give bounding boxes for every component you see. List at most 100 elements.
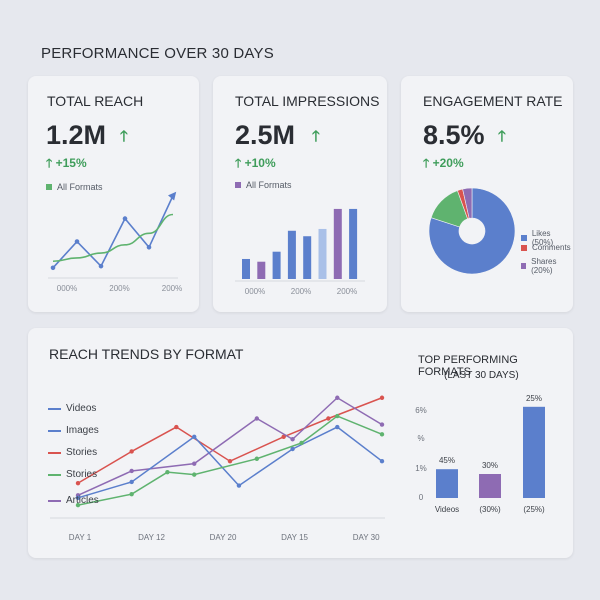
legend-item: All Formats xyxy=(235,180,292,190)
impressions-card: TOTAL IMPRESSIONS 2.5M 🡑 🡑 +10% All Form… xyxy=(213,76,387,312)
data-point xyxy=(122,216,128,221)
data-point xyxy=(174,424,179,430)
trend-line xyxy=(52,213,174,263)
bar xyxy=(349,208,358,279)
legend-label: Stories xyxy=(66,447,98,458)
legend-label: Shares (20%) xyxy=(531,257,557,275)
data-point xyxy=(75,495,81,500)
y-tick-label: % xyxy=(417,434,424,443)
data-point xyxy=(129,479,134,485)
x-tick-label: 000% xyxy=(57,284,77,293)
data-point xyxy=(192,461,197,466)
engagement-pie-chart xyxy=(428,187,516,275)
legend-label: Videos xyxy=(66,403,97,414)
x-tick-label: (25%) xyxy=(523,505,545,514)
data-point xyxy=(146,245,152,250)
data-point xyxy=(192,434,197,439)
legend-item: All Formats xyxy=(46,182,103,192)
legend-swatch xyxy=(521,263,527,269)
data-point xyxy=(254,416,260,421)
bar xyxy=(303,236,312,279)
legend-label: Images xyxy=(66,425,99,436)
legend-item: Articles xyxy=(48,495,99,506)
series-line xyxy=(52,195,174,269)
data-point xyxy=(379,459,385,464)
series-line xyxy=(77,396,383,497)
data-point xyxy=(326,416,331,421)
top-formats-subtitle: (LAST 30 DAYS) xyxy=(444,370,519,381)
arrow-up-icon: 🡑 xyxy=(120,128,128,145)
legend-item: Stories xyxy=(48,469,97,480)
legend-swatch xyxy=(48,407,61,410)
reach-trends-chart: DAY 1 DAY 12 DAY 20 DAY 15 DAY 30 6%% 1% 0 45% Vi… xyxy=(50,394,545,542)
legend-item: Likes (50%) xyxy=(521,229,573,247)
bar xyxy=(523,406,545,498)
engagement-card: ENGAGEMENT RATE 8.5% 🡑 🡑 +20% Likes (50%… xyxy=(401,76,573,312)
data-point xyxy=(50,265,56,271)
pie-slice xyxy=(462,187,473,219)
legend-swatch xyxy=(48,429,61,432)
data-point xyxy=(98,263,104,269)
card-title: REACH TRENDS BY FORMAT xyxy=(49,346,244,362)
x-tick-label: DAY 15 xyxy=(281,533,308,542)
bar xyxy=(257,261,266,279)
bar-value-label: 25% xyxy=(526,394,542,403)
x-tick-label: 200% xyxy=(337,287,357,296)
bar-value-label: 45% xyxy=(439,456,455,465)
card-title: ENGAGEMENT RATE xyxy=(423,93,563,109)
page-title: PERFORMANCE OVER 30 DAYS xyxy=(41,45,274,62)
bar xyxy=(272,251,281,279)
data-point xyxy=(335,413,340,419)
metric-value: 2.5M xyxy=(235,120,296,150)
legend-swatch xyxy=(48,473,61,476)
data-point xyxy=(129,491,134,497)
data-point xyxy=(290,437,295,442)
y-tick-label: 6% xyxy=(415,406,427,415)
legend-swatch xyxy=(235,182,241,188)
legend-label: Articles xyxy=(66,495,99,506)
arrow-up-icon: 🡑 xyxy=(46,156,53,170)
data-point xyxy=(254,456,260,461)
data-point xyxy=(335,424,340,430)
legend-label: Comments xyxy=(532,243,571,252)
arrow-up-icon: 🡑 xyxy=(312,128,320,145)
delta-text: +15% xyxy=(55,156,87,170)
legend-swatch xyxy=(46,184,52,190)
pie-slice xyxy=(428,187,516,275)
legend-item: Images xyxy=(48,425,99,436)
legend-swatch xyxy=(48,499,61,502)
delta-text: +10% xyxy=(244,156,276,170)
legend-label: All Formats xyxy=(57,182,103,192)
legend-swatch xyxy=(521,244,527,251)
metric-delta: 🡑 +15% xyxy=(46,154,87,175)
data-point xyxy=(129,449,134,454)
series-line xyxy=(77,397,383,484)
x-tick-label: Videos xyxy=(435,505,459,514)
delta-text: +20% xyxy=(432,156,464,170)
trends-card: REACH TRENDS BY FORMAT DAY 1 DAY 12 DAY 20… xyxy=(28,328,573,558)
legend-item: Shares (20%) xyxy=(521,257,573,275)
impressions-chart: 000% 200% 200% xyxy=(235,208,365,296)
data-point xyxy=(75,480,81,486)
legend-swatch xyxy=(521,235,527,241)
legend-item: Videos xyxy=(48,403,96,414)
x-tick-label: 000% xyxy=(245,287,265,296)
legend-item: Comments xyxy=(521,243,571,252)
bar xyxy=(318,228,327,279)
card-title: TOTAL IMPRESSIONS xyxy=(235,93,380,109)
metric-delta: 🡑 +20% xyxy=(423,154,464,175)
data-point xyxy=(236,483,242,488)
metric-value: 8.5% xyxy=(423,120,485,150)
metric-delta: 🡑 +10% xyxy=(235,154,276,175)
legend-item: Stories xyxy=(48,447,97,458)
data-point xyxy=(290,446,295,452)
arrow-head-icon xyxy=(168,191,177,201)
reach-card: TOTAL REACH 1.2M 🡑 🡑 +15% All Formats 00… xyxy=(28,76,199,312)
series-line xyxy=(77,415,383,506)
y-tick-label: 0 xyxy=(419,493,424,502)
data-point xyxy=(227,459,233,464)
reach-chart: 000% 200% 200% xyxy=(48,191,182,293)
data-point xyxy=(74,239,80,244)
data-point xyxy=(281,434,286,439)
legend-label: All Formats xyxy=(246,180,292,190)
